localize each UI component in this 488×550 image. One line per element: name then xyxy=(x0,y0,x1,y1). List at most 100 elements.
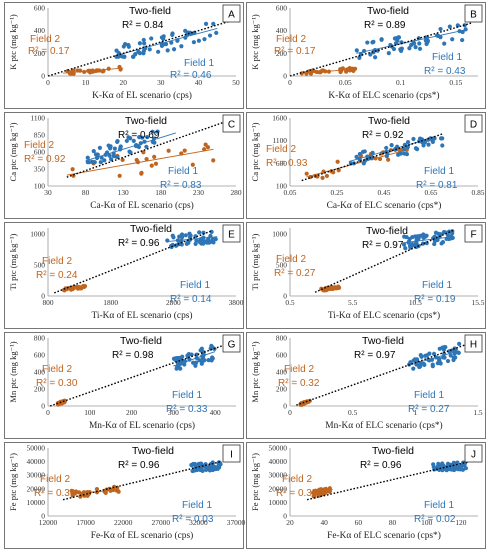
field2-point xyxy=(149,163,154,168)
field1-point xyxy=(384,154,389,159)
field1-point xyxy=(171,235,176,240)
field1-point xyxy=(418,136,423,141)
x-tick-label: 12000 xyxy=(39,518,58,527)
y-tick-label: 200 xyxy=(34,49,45,58)
field2-label: Field 2 xyxy=(42,364,72,375)
x-tick-label: 80 xyxy=(389,518,397,527)
field1-trendline xyxy=(348,137,432,162)
x-tick-label: 0.25 xyxy=(331,188,344,197)
field1-point xyxy=(92,160,97,165)
field1-point xyxy=(422,362,427,367)
field1-point xyxy=(169,40,174,45)
x-tick-label: 0 xyxy=(288,408,292,417)
twofield-r2: R² = 0.96 xyxy=(360,460,402,471)
field2-point xyxy=(319,487,324,492)
y-tick-label: 0 xyxy=(41,292,45,301)
field1-point xyxy=(213,236,218,242)
x-tick-label: 0.05 xyxy=(284,188,297,197)
field1-point xyxy=(144,144,149,149)
field1-r2: R² = 0.14 xyxy=(170,294,212,305)
field1-point xyxy=(202,37,207,42)
field2-label: Field 2 xyxy=(42,256,72,267)
field2-point xyxy=(116,489,121,494)
field2-label: Field 2 xyxy=(30,34,60,45)
panel-letter-box xyxy=(464,224,483,243)
field1-point xyxy=(149,36,154,41)
field2-trendline xyxy=(301,68,357,74)
field2-label: Field 2 xyxy=(24,140,54,151)
field1-point xyxy=(370,150,375,155)
field1-point xyxy=(204,240,210,245)
field2-label: Field 2 xyxy=(40,474,70,485)
x-tick-label: 0.5 xyxy=(348,408,358,417)
field1-point xyxy=(192,461,197,467)
field1-point xyxy=(194,238,199,243)
x-axis-label: Ca-Kα of EL scenario (cps) xyxy=(90,200,193,211)
field1-point xyxy=(136,144,142,150)
twofield-trendline xyxy=(289,22,473,77)
panel-letter-box xyxy=(464,334,483,353)
field1-point xyxy=(398,151,403,156)
field2-point xyxy=(70,167,75,172)
panel-frame xyxy=(246,112,486,219)
panel-h: 0 0.5 1 1.5 0 200 400 600 800 Mn-Kα of ELC scenar… xyxy=(246,332,486,439)
field1-point xyxy=(200,468,205,473)
field1-point xyxy=(455,23,460,28)
twofield-label: Two-field xyxy=(367,5,409,17)
field1-point xyxy=(111,153,116,159)
y-tick-label: 200 xyxy=(276,385,287,394)
field1-point xyxy=(384,145,389,151)
x-tick-label: 2800 xyxy=(166,298,181,307)
field1-point xyxy=(102,158,107,163)
field1-trendline xyxy=(431,465,467,468)
y-tick-label: 1100 xyxy=(272,136,287,145)
x-tick-label: 0.1 xyxy=(396,78,406,87)
field2-trendline xyxy=(321,286,341,291)
y-tick-label: 30000 xyxy=(27,471,46,480)
field1-point xyxy=(451,355,456,360)
field1-point xyxy=(444,467,449,472)
twofield-trendline xyxy=(66,117,237,178)
field1-point xyxy=(424,353,430,358)
x-tick-label: 100 xyxy=(84,408,95,417)
field1-point xyxy=(441,229,447,235)
twofield-label: Two-field xyxy=(362,335,404,347)
field2-point xyxy=(320,175,325,180)
y-tick-label: 1000 xyxy=(272,230,287,239)
field1-point xyxy=(421,235,426,241)
field1-r2: R² = 0.83 xyxy=(160,180,202,191)
field1-point xyxy=(191,40,197,45)
field2-r2: R² = 0.17 xyxy=(28,46,70,57)
field1-trendline xyxy=(190,465,221,468)
y-axis-label: Ti ptc (mg kg⁻¹) xyxy=(250,234,260,291)
y-tick-label: 400 xyxy=(276,368,287,377)
field1-point xyxy=(183,28,188,33)
field1-point xyxy=(401,242,407,247)
field1-point xyxy=(196,461,201,467)
y-tick-label: 0 xyxy=(283,512,287,521)
field1-point xyxy=(159,43,165,49)
field1-point xyxy=(131,138,136,143)
field1-point xyxy=(191,360,196,365)
panel-letter-box xyxy=(222,114,241,133)
field1-point xyxy=(197,230,202,235)
field1-point xyxy=(354,154,359,159)
field1-point xyxy=(109,157,114,162)
x-tick-label: 30 xyxy=(157,78,165,87)
field1-point xyxy=(193,363,198,368)
field1-point xyxy=(405,145,410,150)
field2-point xyxy=(205,145,211,150)
x-tick-label: 0.5 xyxy=(285,298,295,307)
field2-trendline xyxy=(66,148,214,176)
x-axis-label: Mn-Kα of ELC scenario (cps*) xyxy=(325,420,442,431)
panel-b: 0 0.05 0.1 0.15 0 200 400 600 K-Kα of ELC scenar… xyxy=(246,2,486,109)
y-tick-label: 600 xyxy=(34,148,45,157)
field1-point xyxy=(373,55,378,60)
field2-label: Field 2 xyxy=(266,144,296,155)
x-tick-label: 300 xyxy=(168,408,179,417)
panel-letter-box xyxy=(222,334,241,353)
panel-frame xyxy=(246,2,486,109)
x-tick-label: 100 xyxy=(421,518,432,527)
field1-point xyxy=(210,237,215,242)
field1-point xyxy=(386,51,391,56)
